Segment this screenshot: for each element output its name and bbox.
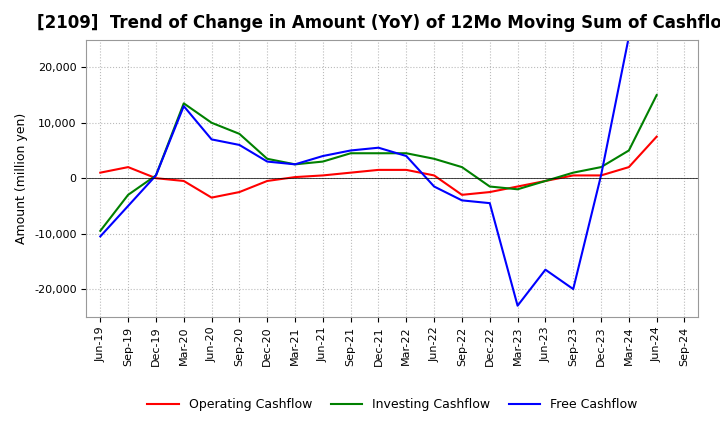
Title: [2109]  Trend of Change in Amount (YoY) of 12Mo Moving Sum of Cashflows: [2109] Trend of Change in Amount (YoY) o… xyxy=(37,15,720,33)
Operating Cashflow xyxy=(207,195,216,200)
Investing Cashflow xyxy=(207,120,216,125)
Investing Cashflow xyxy=(152,173,161,178)
Operating Cashflow xyxy=(485,189,494,194)
Operating Cashflow xyxy=(291,174,300,180)
Operating Cashflow xyxy=(152,176,161,181)
Investing Cashflow xyxy=(624,148,633,153)
Operating Cashflow xyxy=(179,178,188,183)
Free Cashflow xyxy=(624,34,633,40)
Investing Cashflow xyxy=(346,150,355,156)
Operating Cashflow xyxy=(513,184,522,189)
Operating Cashflow xyxy=(458,192,467,198)
Operating Cashflow xyxy=(652,134,661,139)
Operating Cashflow xyxy=(124,165,132,170)
Investing Cashflow xyxy=(291,161,300,167)
Legend: Operating Cashflow, Investing Cashflow, Free Cashflow: Operating Cashflow, Investing Cashflow, … xyxy=(143,393,642,416)
Operating Cashflow xyxy=(263,178,271,183)
Investing Cashflow xyxy=(513,187,522,192)
Free Cashflow xyxy=(263,159,271,164)
Free Cashflow xyxy=(541,267,550,272)
Investing Cashflow xyxy=(235,131,243,136)
Free Cashflow xyxy=(513,303,522,308)
Free Cashflow xyxy=(374,145,383,150)
Operating Cashflow xyxy=(430,173,438,178)
Operating Cashflow xyxy=(569,173,577,178)
Investing Cashflow xyxy=(430,156,438,161)
Operating Cashflow xyxy=(402,167,410,172)
Free Cashflow xyxy=(485,201,494,206)
Line: Investing Cashflow: Investing Cashflow xyxy=(100,95,657,231)
Investing Cashflow xyxy=(597,165,606,170)
Investing Cashflow xyxy=(96,228,104,234)
Free Cashflow xyxy=(569,286,577,292)
Y-axis label: Amount (million yen): Amount (million yen) xyxy=(16,113,29,244)
Free Cashflow xyxy=(291,161,300,167)
Operating Cashflow xyxy=(541,178,550,183)
Investing Cashflow xyxy=(124,192,132,198)
Line: Operating Cashflow: Operating Cashflow xyxy=(100,136,657,198)
Free Cashflow xyxy=(152,173,161,178)
Free Cashflow xyxy=(430,184,438,189)
Investing Cashflow xyxy=(374,150,383,156)
Investing Cashflow xyxy=(318,159,327,164)
Free Cashflow xyxy=(179,103,188,109)
Operating Cashflow xyxy=(318,173,327,178)
Investing Cashflow xyxy=(179,101,188,106)
Investing Cashflow xyxy=(541,178,550,183)
Investing Cashflow xyxy=(402,150,410,156)
Free Cashflow xyxy=(346,148,355,153)
Line: Free Cashflow: Free Cashflow xyxy=(100,37,657,306)
Operating Cashflow xyxy=(624,165,633,170)
Free Cashflow xyxy=(207,137,216,142)
Free Cashflow xyxy=(124,203,132,209)
Investing Cashflow xyxy=(652,92,661,98)
Investing Cashflow xyxy=(458,165,467,170)
Operating Cashflow xyxy=(235,189,243,194)
Operating Cashflow xyxy=(597,173,606,178)
Operating Cashflow xyxy=(374,167,383,172)
Free Cashflow xyxy=(235,142,243,147)
Operating Cashflow xyxy=(96,170,104,175)
Investing Cashflow xyxy=(263,156,271,161)
Free Cashflow xyxy=(318,154,327,159)
Investing Cashflow xyxy=(569,170,577,175)
Free Cashflow xyxy=(458,198,467,203)
Free Cashflow xyxy=(96,234,104,239)
Free Cashflow xyxy=(652,34,661,40)
Operating Cashflow xyxy=(346,170,355,175)
Free Cashflow xyxy=(402,154,410,159)
Investing Cashflow xyxy=(485,184,494,189)
Free Cashflow xyxy=(597,173,606,178)
